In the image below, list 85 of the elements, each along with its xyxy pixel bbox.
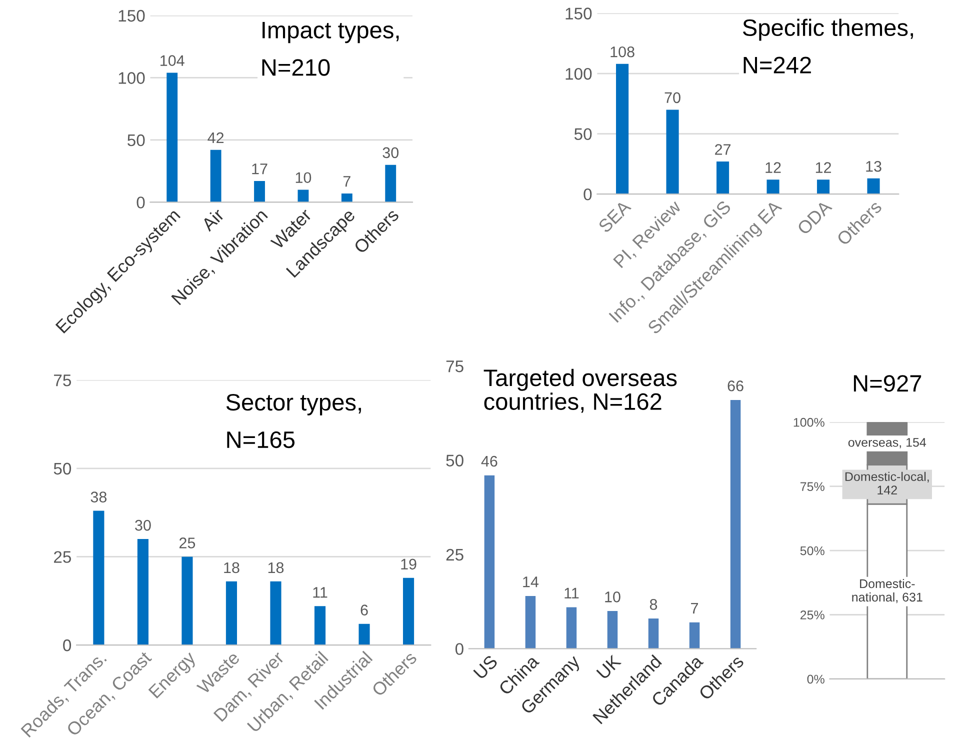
data-label: 12 — [816, 162, 831, 173]
y-tick-label: 50 — [446, 454, 464, 466]
bar — [607, 611, 618, 649]
x-tick-label: ODA — [796, 199, 833, 236]
data-label: 27 — [715, 144, 731, 155]
y-tick-label: 75 — [54, 374, 71, 386]
data-label: 19 — [401, 558, 416, 570]
bar — [648, 618, 659, 649]
bar — [298, 190, 309, 202]
y-tick-label: 50 — [54, 462, 72, 475]
bar — [666, 110, 679, 194]
data-label: 18 — [224, 562, 240, 574]
y-tick-label: 150 — [566, 8, 592, 20]
annotation: overseas, 154 — [848, 438, 926, 448]
text: Specific themes, N=242 — [742, 18, 913, 74]
data-label: 70 — [664, 92, 680, 104]
y-tick-label: 50% — [800, 546, 824, 556]
y-tick-label: 0 — [584, 188, 592, 200]
data-label: 7 — [691, 602, 698, 614]
bar — [314, 606, 326, 646]
bar — [867, 178, 880, 194]
data-label: 46 — [481, 456, 498, 467]
bar — [93, 510, 104, 646]
data-label: 8 — [650, 599, 658, 610]
bar — [270, 581, 282, 646]
bar — [402, 578, 414, 646]
bar — [689, 622, 700, 649]
data-label: 10 — [605, 592, 620, 602]
y-tick-label: 75 — [446, 360, 464, 372]
data-label: 104 — [160, 55, 184, 66]
bar — [341, 194, 352, 202]
chart-title: N=927 — [854, 375, 922, 392]
data-label: 66 — [728, 380, 744, 392]
y-tick-label: 25 — [54, 551, 71, 563]
y-tick-label: 75% — [800, 482, 824, 491]
data-label: 10 — [296, 172, 312, 184]
data-label: 30 — [135, 520, 151, 531]
data-label: 7 — [343, 176, 350, 187]
y-tick-label: 25% — [800, 610, 824, 620]
bar — [616, 64, 629, 194]
data-label: 11 — [564, 588, 579, 598]
bar — [766, 180, 780, 194]
bar — [182, 556, 193, 646]
y-tick-label: 25 — [446, 548, 464, 561]
x-tick-label: US — [473, 654, 498, 680]
bar — [716, 162, 730, 194]
y-tick-label: 100% — [794, 418, 824, 427]
data-label: 6 — [360, 604, 368, 616]
bar — [137, 539, 148, 646]
data-label: 42 — [208, 132, 224, 144]
bar — [166, 72, 178, 202]
bar — [730, 400, 741, 649]
data-label: 38 — [90, 492, 107, 502]
data-label: 13 — [866, 160, 882, 172]
x-tick-label: SEA — [598, 199, 632, 234]
bar — [358, 624, 370, 646]
data-label: 25 — [179, 538, 196, 548]
y-tick-label: 150 — [118, 10, 145, 22]
data-label: 30 — [382, 147, 399, 158]
bar — [816, 180, 830, 194]
y-tick-label: 0 — [136, 196, 145, 208]
y-tick-label: 0 — [455, 643, 464, 655]
text: Impact types, N=210 — [262, 22, 399, 76]
y-tick-label: 0 — [63, 639, 72, 652]
y-tick-label: 100 — [118, 72, 145, 84]
text: Targeted overseas countries, N=162 — [484, 368, 677, 413]
y-tick-label: 50 — [128, 134, 145, 146]
bar — [566, 607, 577, 649]
bar — [385, 164, 396, 202]
text: Sector types, N=165 — [226, 394, 361, 448]
bar — [226, 581, 238, 646]
annotation: Domestic- national, 631 — [852, 578, 922, 604]
data-label: 108 — [610, 46, 634, 58]
bar — [525, 596, 536, 649]
data-label: 12 — [766, 162, 781, 173]
bar — [484, 475, 495, 649]
y-tick-label: 0% — [807, 674, 824, 684]
data-label: 17 — [252, 164, 268, 174]
y-tick-label: 50 — [574, 128, 592, 140]
data-label: 18 — [268, 562, 284, 574]
bar — [254, 181, 265, 202]
data-label: 11 — [313, 587, 328, 598]
bar — [210, 150, 222, 202]
data-label: 14 — [523, 576, 538, 588]
y-tick-label: 100 — [566, 68, 592, 80]
